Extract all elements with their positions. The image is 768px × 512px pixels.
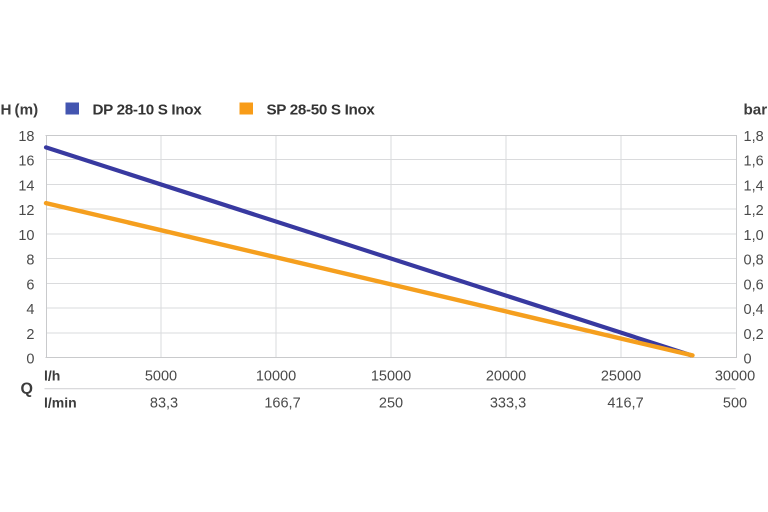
svg-text:4: 4 <box>26 302 34 318</box>
svg-text:5000: 5000 <box>145 368 177 384</box>
svg-text:416,7: 416,7 <box>607 395 643 411</box>
svg-text:20000: 20000 <box>486 368 526 384</box>
svg-text:83,3: 83,3 <box>150 395 178 411</box>
svg-text:0,2: 0,2 <box>744 327 764 343</box>
svg-text:1,2: 1,2 <box>744 203 764 219</box>
svg-text:500: 500 <box>723 395 747 411</box>
svg-text:25000: 25000 <box>601 368 641 384</box>
svg-text:0: 0 <box>26 352 34 368</box>
svg-text:2: 2 <box>26 327 34 343</box>
svg-text:166,7: 166,7 <box>264 395 300 411</box>
svg-text:6: 6 <box>26 278 34 294</box>
svg-text:1,8: 1,8 <box>744 129 764 145</box>
svg-text:15000: 15000 <box>371 368 411 384</box>
svg-text:1,4: 1,4 <box>744 179 764 195</box>
svg-text:DP 28-10 S Inox: DP 28-10 S Inox <box>93 102 203 119</box>
svg-text:10: 10 <box>18 228 34 244</box>
svg-text:16: 16 <box>18 154 34 170</box>
svg-text:30000: 30000 <box>715 368 755 384</box>
svg-text:H (m): H (m) <box>1 102 39 119</box>
svg-text:l/h: l/h <box>44 367 60 383</box>
svg-text:l/min: l/min <box>44 394 77 410</box>
svg-text:Q: Q <box>21 381 33 398</box>
svg-text:12: 12 <box>18 203 34 219</box>
svg-text:8: 8 <box>26 253 34 269</box>
svg-text:14: 14 <box>18 179 34 195</box>
svg-text:1,0: 1,0 <box>744 228 764 244</box>
svg-text:0,6: 0,6 <box>744 278 764 294</box>
svg-text:250: 250 <box>379 395 403 411</box>
svg-text:0: 0 <box>744 352 752 368</box>
svg-text:0,8: 0,8 <box>744 253 764 269</box>
svg-text:18: 18 <box>18 129 34 145</box>
svg-text:10000: 10000 <box>256 368 296 384</box>
svg-text:333,3: 333,3 <box>490 395 526 411</box>
svg-text:0,4: 0,4 <box>744 302 764 318</box>
svg-text:bar: bar <box>744 102 768 119</box>
svg-text:SP 28-50 S Inox: SP 28-50 S Inox <box>267 102 376 119</box>
svg-text:1,6: 1,6 <box>744 154 764 170</box>
